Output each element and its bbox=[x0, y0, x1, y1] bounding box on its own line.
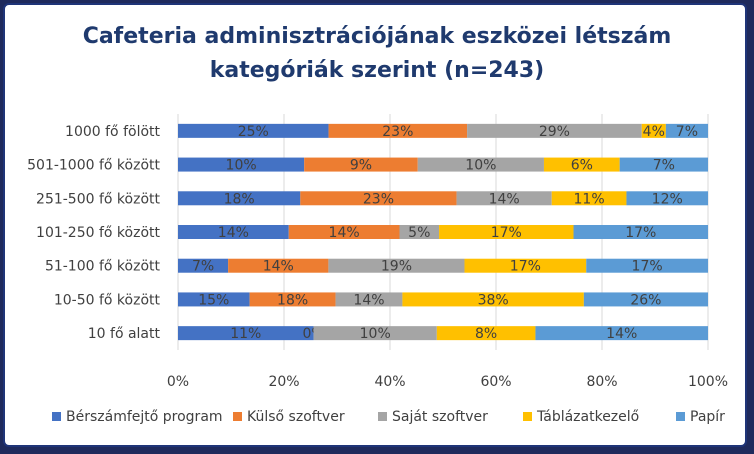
bar-segment bbox=[178, 326, 314, 341]
bar-segment bbox=[328, 258, 465, 273]
legend-swatch bbox=[676, 412, 685, 421]
data-label: 5% bbox=[408, 225, 430, 241]
bar-segment bbox=[456, 191, 552, 206]
bar-segment bbox=[328, 123, 468, 138]
data-label: 10% bbox=[360, 326, 391, 342]
data-label: 18% bbox=[224, 191, 255, 207]
category-label: 10 fő alatt bbox=[88, 326, 161, 342]
bar-segment bbox=[626, 191, 708, 206]
legend-label: Külső szoftver bbox=[247, 409, 345, 425]
category-label: 101-250 fő között bbox=[36, 225, 160, 241]
chart-title-line-1: Cafeteria adminisztrációjának eszközei l… bbox=[82, 24, 672, 49]
x-tick-label: 0% bbox=[167, 374, 189, 390]
bar-segment bbox=[178, 258, 229, 273]
bar-segment bbox=[573, 225, 708, 239]
data-label: 23% bbox=[382, 124, 413, 140]
data-label: 7% bbox=[676, 124, 698, 140]
legend-label: Saját szoftver bbox=[392, 409, 488, 425]
bar-segment bbox=[665, 123, 708, 138]
legend-label: Bérszámfejtő program bbox=[66, 409, 223, 425]
data-label: 14% bbox=[329, 225, 360, 241]
bar-segment bbox=[399, 225, 440, 239]
category-label: 251-500 fő között bbox=[36, 191, 160, 207]
x-tick-label: 80% bbox=[586, 374, 617, 390]
data-label: 17% bbox=[491, 225, 522, 241]
data-label: 14% bbox=[606, 326, 637, 342]
bar-segment bbox=[641, 123, 666, 138]
data-label: 8% bbox=[475, 326, 497, 342]
bar-segment bbox=[178, 191, 301, 206]
legend-label: Papír bbox=[690, 409, 725, 425]
data-label: 4% bbox=[643, 124, 665, 140]
bar-segment bbox=[304, 157, 418, 172]
data-label: 29% bbox=[539, 124, 570, 140]
data-label: 17% bbox=[510, 259, 541, 275]
legend-swatch bbox=[233, 412, 242, 421]
data-label: 18% bbox=[277, 292, 308, 308]
data-label: 38% bbox=[478, 292, 509, 308]
bar-segment bbox=[439, 225, 574, 239]
data-label: 14% bbox=[263, 259, 294, 275]
data-label: 10% bbox=[226, 158, 257, 174]
data-label: 26% bbox=[630, 292, 661, 308]
bar-segment bbox=[543, 157, 620, 172]
data-label: 11% bbox=[230, 326, 261, 342]
chart-title-line-2: kategóriák szerint (n=243) bbox=[209, 58, 545, 83]
bar-segment bbox=[178, 157, 305, 172]
bar-segment bbox=[464, 258, 587, 273]
category-label: 1000 fő fölött bbox=[65, 124, 160, 140]
data-label: 7% bbox=[192, 259, 214, 275]
category-label: 10-50 fő között bbox=[54, 292, 161, 308]
category-label: 51-100 fő között bbox=[45, 259, 161, 275]
data-label: 17% bbox=[625, 225, 656, 241]
data-label: 14% bbox=[353, 292, 384, 308]
data-label: 6% bbox=[571, 158, 593, 174]
x-tick-label: 60% bbox=[480, 374, 511, 390]
bar-segment bbox=[288, 225, 400, 239]
data-label: 12% bbox=[652, 191, 683, 207]
bar-segment bbox=[417, 157, 544, 172]
bar-segment bbox=[551, 191, 627, 206]
bar-segment bbox=[436, 326, 536, 341]
data-label: 11% bbox=[574, 191, 605, 207]
data-label: 7% bbox=[653, 158, 675, 174]
bar-segment bbox=[583, 292, 708, 307]
data-label: 25% bbox=[238, 124, 269, 140]
legend-swatch bbox=[523, 412, 532, 421]
data-label: 19% bbox=[381, 259, 412, 275]
chart-title: Cafeteria adminisztrációjának eszközei l… bbox=[0, 20, 754, 88]
category-label: 501-1000 fő között bbox=[27, 158, 160, 174]
bar-segment bbox=[178, 225, 289, 239]
legend-swatch bbox=[52, 412, 61, 421]
bar-segment bbox=[335, 292, 403, 307]
bar-segment bbox=[467, 123, 642, 138]
bar-segment bbox=[402, 292, 584, 307]
x-tick-label: 20% bbox=[268, 374, 299, 390]
bar-segment bbox=[178, 292, 250, 307]
data-label: 14% bbox=[489, 191, 520, 207]
data-label: 15% bbox=[198, 292, 229, 308]
bar-segment bbox=[228, 258, 329, 273]
legend-swatch bbox=[378, 412, 387, 421]
legend-label: Táblázatkezelő bbox=[536, 409, 639, 425]
x-tick-label: 100% bbox=[688, 374, 728, 390]
bar-segment bbox=[178, 123, 329, 138]
bar-segment bbox=[249, 292, 336, 307]
data-label: 9% bbox=[350, 158, 372, 174]
bar-segment bbox=[535, 326, 708, 341]
data-label: 14% bbox=[218, 225, 249, 241]
data-label: 23% bbox=[363, 191, 394, 207]
bar-segment bbox=[313, 326, 437, 341]
x-tick-label: 40% bbox=[374, 374, 405, 390]
bar-segment bbox=[586, 258, 708, 273]
data-label: 10% bbox=[465, 158, 496, 174]
bar-segment bbox=[619, 157, 708, 172]
bar-segment bbox=[300, 191, 457, 206]
data-label: 17% bbox=[632, 259, 663, 275]
